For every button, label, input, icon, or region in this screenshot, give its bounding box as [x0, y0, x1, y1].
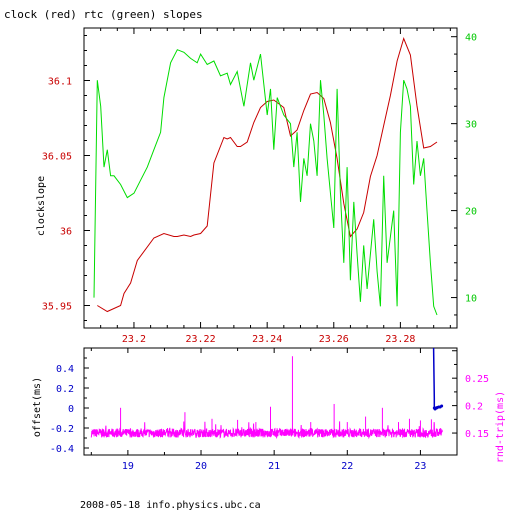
- rnd-trip-series-line: [90, 421, 443, 440]
- slopes-x-tick-label: 23.26: [319, 334, 349, 345]
- slopes-y-tick-label: 35.95: [42, 302, 72, 313]
- offset-point: [440, 404, 444, 408]
- slopes-axis-ticks: 23.2 23.22 23.24 23.26 23.28 35.95 36 36.05 36.1…: [42, 28, 477, 345]
- footer-caption: 2008-05-18 info.physics.ubc.ca: [80, 500, 261, 511]
- rnd-trip-y-tick-label: 0.2: [465, 402, 483, 413]
- offset-panel: offset(ms) rnd-trip(ms) 19 20 21 22 23 -0.4 -0…: [32, 347, 506, 472]
- offset-y-tick-label: 0: [68, 404, 74, 415]
- offset-x-tick-label: 19: [122, 461, 134, 472]
- offset-y-tick-label: 0.4: [56, 364, 74, 375]
- offset-series-line: [432, 347, 443, 411]
- offset-x-tick-label: 22: [341, 461, 353, 472]
- slopes-y2-tick-label: 40: [465, 33, 477, 44]
- slopes-y-tick-label: 36.05: [42, 152, 72, 163]
- rnd-trip-y-tick-label: 0.15: [465, 429, 489, 440]
- slopes-y2-tick-label: 10: [465, 294, 477, 305]
- offset-y-tick-label: -0.2: [50, 424, 74, 435]
- slopes-series: [93, 36, 438, 316]
- slopes-ylabel: clockslope: [36, 176, 47, 236]
- slopes-x-tick-label: 23.2: [122, 334, 146, 345]
- slopes-x-tick-label: 23.28: [385, 334, 415, 345]
- chart-title: clock (red) rtc (green) slopes: [4, 8, 203, 21]
- offset-series: [90, 347, 444, 440]
- slopes-panel: clockslope 23.2 23.22 23.24 23.26 23.28 35.95…: [36, 27, 477, 345]
- offset-x-tick-label: 23: [414, 461, 426, 472]
- offset-axis-ticks: 19 20 21 22 23 -0.4 -0.2 0 0.2 0.4 0.15 0.2 0.25: [50, 348, 489, 472]
- rnd-trip-y-tick-label: 0.25: [465, 374, 489, 385]
- rnd-trip-ylabel: rnd-trip(ms): [495, 391, 506, 463]
- slopes-y-tick-label: 36: [60, 227, 72, 238]
- rtc-series-line: [93, 49, 438, 316]
- offset-y-tick-label: -0.4: [50, 444, 74, 455]
- offset-x-tick-label: 21: [268, 461, 280, 472]
- offset-y-tick-label: 0.2: [56, 384, 74, 395]
- offset-plot-frame: [83, 347, 458, 456]
- offset-ylabel: offset(ms): [32, 377, 43, 437]
- slopes-x-tick-label: 23.24: [252, 334, 282, 345]
- slopes-y-tick-label: 36.1: [48, 77, 72, 88]
- offset-x-tick-label: 20: [195, 461, 207, 472]
- clock-series-line: [97, 36, 438, 313]
- slopes-plot-frame: [83, 27, 458, 329]
- slopes-y2-tick-label: 20: [465, 207, 477, 218]
- slopes-y2-tick-label: 30: [465, 120, 477, 131]
- slopes-x-tick-label: 23.22: [186, 334, 216, 345]
